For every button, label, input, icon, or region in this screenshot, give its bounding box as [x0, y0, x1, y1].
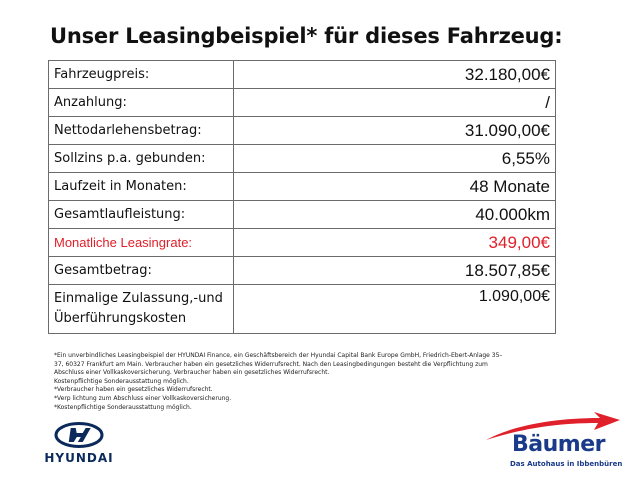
table-row: Anzahlung: /: [48, 88, 556, 117]
row-label: Sollzins p.a. gebunden:: [48, 144, 234, 173]
table-row: Gesamtbetrag: 18.507,85€: [48, 256, 556, 285]
row-value: 40.000km: [233, 200, 556, 229]
row-value: 48 Monate: [233, 172, 556, 201]
footnote: *Ein unverbindliches Leasingbeispiel der…: [54, 352, 503, 377]
table-row: Einmalige Zulassung,-und Überführungskos…: [48, 284, 556, 334]
row-value: 32.180,00€: [233, 60, 556, 89]
page-title: Unser Leasingbeispiel* für dieses Fahrze…: [50, 24, 563, 48]
swoosh-icon: [486, 412, 620, 440]
footnote: *Verp lichtung zum Abschluss einer Vollk…: [54, 394, 232, 402]
table-row: Nettodarlehensbetrag: 31.090,00€: [48, 116, 556, 145]
table-row: Sollzins p.a. gebunden: 6,55%: [48, 144, 556, 173]
hyundai-wordmark: HYUNDAI: [44, 451, 114, 465]
leasing-table: Fahrzeugpreis: 32.180,00€ Anzahlung: / N…: [48, 60, 556, 334]
hyundai-emblem-icon: [54, 422, 104, 448]
footnote: *Verbraucher haben ein gesetzliches Wide…: [54, 386, 213, 394]
table-row-monthly-rate: Monatliche Leasingrate: 349,00€: [48, 228, 556, 257]
row-label: Laufzeit in Monaten:: [48, 172, 234, 201]
hyundai-logo: HYUNDAI: [42, 422, 116, 470]
row-value: 31.090,00€: [233, 116, 556, 145]
baumer-wordmark: Bäumer: [512, 432, 605, 457]
baumer-tagline: Das Autohaus in Ibbenbüren: [510, 460, 623, 468]
row-value: 1.090,00€: [233, 284, 556, 334]
footnotes: *Ein unverbindliches Leasingbeispiel der…: [54, 352, 504, 412]
row-label: Einmalige Zulassung,-und Überführungskos…: [48, 284, 234, 334]
row-label: Gesamtlaufleistung:: [48, 200, 234, 229]
footnote: Kostenpflichtige Sonderausstattung mögli…: [54, 377, 189, 385]
row-value: /: [233, 88, 556, 117]
row-value: 18.507,85€: [233, 256, 556, 285]
table-row: Laufzeit in Monaten: 48 Monate: [48, 172, 556, 201]
footnote: *Kostenpflichtige Sonderausstattung mögl…: [54, 403, 192, 411]
table-row: Gesamtlaufleistung: 40.000km: [48, 200, 556, 229]
row-label: Fahrzeugpreis:: [48, 60, 234, 89]
table-row: Fahrzeugpreis: 32.180,00€: [48, 60, 556, 89]
row-value: 6,55%: [233, 144, 556, 173]
row-label: Nettodarlehensbetrag:: [48, 116, 234, 145]
row-value: 349,00€: [233, 228, 556, 257]
row-label: Monatliche Leasingrate:: [48, 228, 234, 257]
row-label: Anzahlung:: [48, 88, 234, 117]
row-label: Gesamtbetrag:: [48, 256, 234, 285]
baumer-logo: Bäumer Das Autohaus in Ibbenbüren: [482, 412, 622, 472]
